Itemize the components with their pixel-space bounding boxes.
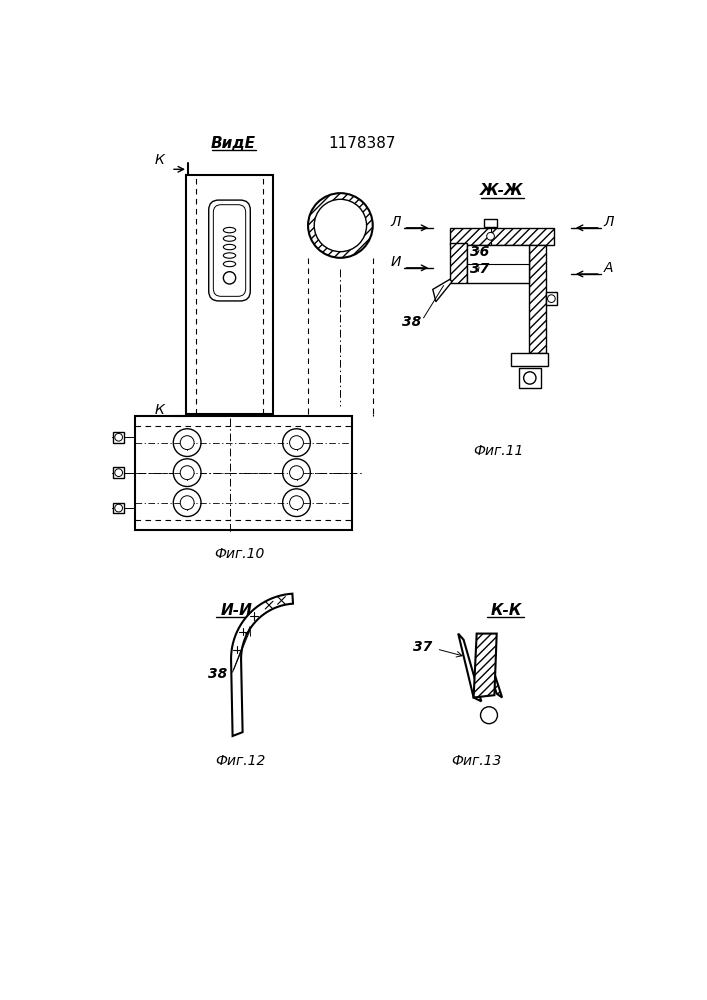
Ellipse shape <box>223 244 235 250</box>
Bar <box>450 228 554 245</box>
Text: К: К <box>155 403 165 417</box>
Bar <box>546 292 557 305</box>
Text: Ж-Ж: Ж-Ж <box>480 183 524 198</box>
Text: 37: 37 <box>413 640 433 654</box>
Text: К: К <box>155 153 165 167</box>
Circle shape <box>283 459 310 487</box>
Text: Фиг.12: Фиг.12 <box>215 754 266 768</box>
Circle shape <box>180 466 194 480</box>
Circle shape <box>115 433 122 441</box>
Circle shape <box>524 372 536 384</box>
Text: А: А <box>604 261 613 275</box>
Circle shape <box>314 199 366 252</box>
Circle shape <box>283 429 310 456</box>
Text: Фиг.13: Фиг.13 <box>452 754 502 768</box>
Text: 37: 37 <box>469 262 489 276</box>
Text: Л: Л <box>603 215 614 229</box>
Polygon shape <box>433 279 452 302</box>
FancyBboxPatch shape <box>209 200 250 301</box>
Ellipse shape <box>223 236 235 241</box>
Circle shape <box>115 469 122 477</box>
Text: Фиг.11: Фиг.11 <box>473 444 523 458</box>
Circle shape <box>290 436 303 450</box>
Circle shape <box>180 436 194 450</box>
Circle shape <box>290 496 303 510</box>
Circle shape <box>547 295 555 302</box>
Text: ВидЕ: ВидЕ <box>211 136 256 151</box>
Text: 1178387: 1178387 <box>328 136 396 151</box>
Polygon shape <box>231 594 293 736</box>
FancyBboxPatch shape <box>214 205 246 296</box>
Circle shape <box>223 272 235 284</box>
Text: 36: 36 <box>469 245 489 259</box>
Text: И: И <box>391 255 401 269</box>
Polygon shape <box>458 634 481 701</box>
Circle shape <box>308 193 373 258</box>
Circle shape <box>481 707 498 724</box>
Text: 38: 38 <box>402 315 421 329</box>
Text: Фиг.10: Фиг.10 <box>214 547 264 561</box>
Text: И-И: И-И <box>221 603 252 618</box>
Bar <box>484 219 497 227</box>
Bar <box>529 245 546 353</box>
Circle shape <box>486 232 494 240</box>
Ellipse shape <box>223 227 235 233</box>
Bar <box>511 353 549 366</box>
Bar <box>113 503 124 513</box>
Ellipse shape <box>223 261 235 267</box>
Circle shape <box>290 466 303 480</box>
Text: Л: Л <box>391 215 401 229</box>
Text: К-К: К-К <box>490 603 522 618</box>
Bar <box>467 245 529 283</box>
Polygon shape <box>474 634 497 698</box>
Circle shape <box>173 489 201 517</box>
Bar <box>113 432 124 443</box>
Circle shape <box>115 504 122 512</box>
Polygon shape <box>477 634 502 698</box>
Bar <box>187 175 273 414</box>
Text: 38: 38 <box>208 667 227 681</box>
Circle shape <box>173 429 201 456</box>
Bar <box>113 467 124 478</box>
Bar <box>450 243 467 283</box>
Bar <box>519 368 541 388</box>
Bar <box>135 416 352 530</box>
Circle shape <box>283 489 310 517</box>
Ellipse shape <box>223 253 235 258</box>
Circle shape <box>173 459 201 487</box>
Circle shape <box>180 496 194 510</box>
